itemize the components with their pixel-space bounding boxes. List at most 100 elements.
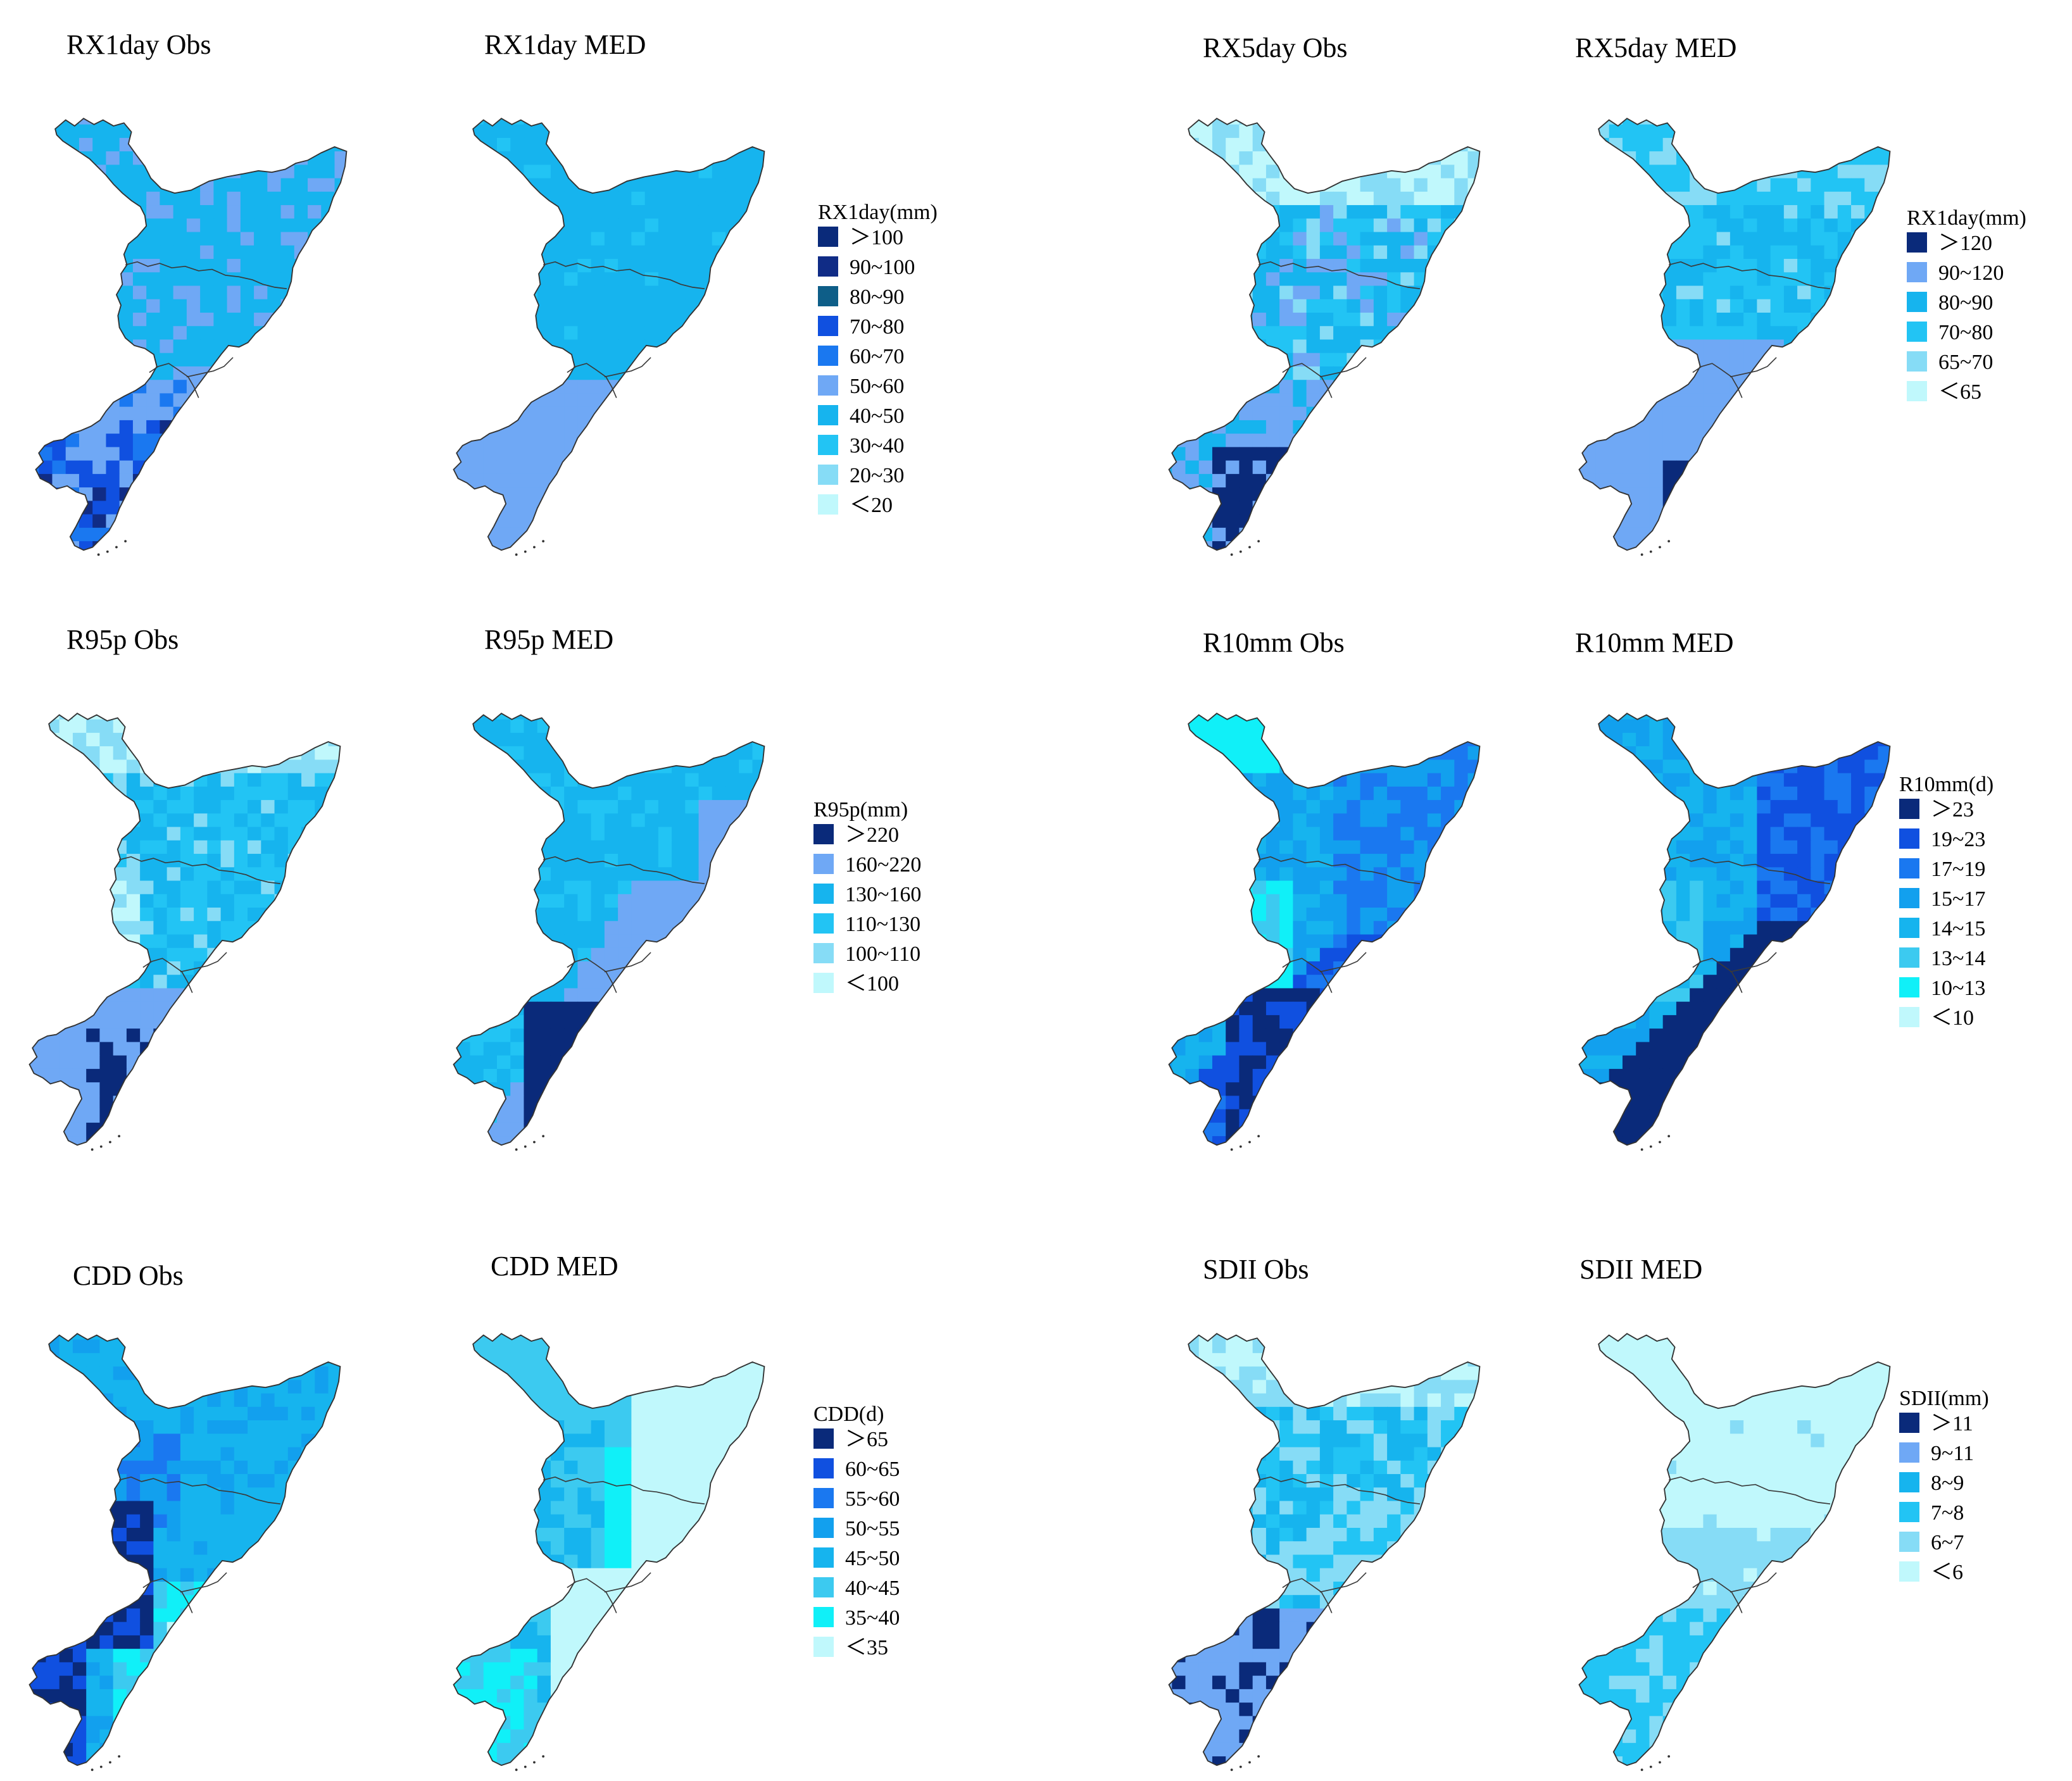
legend-label: 50~60: [850, 375, 904, 398]
legend-swatch: [813, 1458, 834, 1478]
legend-label: 60~70: [850, 345, 904, 368]
map-panel-r95p-obs: R95p Obs: [28, 624, 341, 1151]
legend-swatch: [1907, 292, 1927, 312]
region-map-cdd-obs: [28, 1333, 341, 1772]
coastal-islands: [515, 540, 545, 556]
legend-swatch: [1899, 947, 1919, 968]
map-panel-r10mm-obs: R10mm Obs: [1168, 627, 1481, 1151]
coastal-islands: [1640, 1135, 1671, 1151]
map-panel-r95p-med: R95p MED: [453, 624, 765, 1151]
legends-layer: RX1day(mm) ＞100 90~100 80~90 70~80 60~70 50~60…: [813, 201, 2026, 1659]
legend-swatch: [813, 824, 834, 844]
legend-swatch: [1899, 888, 1919, 908]
region-map-rx5day-obs: [1168, 118, 1481, 556]
region-map-cdd-med: [453, 1333, 765, 1772]
legend-label: ＜6: [1931, 1561, 1963, 1584]
grid-cells: [1579, 713, 1890, 1146]
legend-label: 20~30: [850, 464, 904, 487]
legend-label: ＜100: [845, 972, 899, 996]
map-panel-sdii-obs: SDII Obs: [1168, 1254, 1481, 1772]
coastal-islands: [1230, 1755, 1260, 1772]
legend-label: 9~11: [1931, 1442, 1974, 1465]
legend-swatch: [818, 435, 838, 455]
legend-swatch: [813, 1428, 834, 1449]
grid-cells: [1169, 1334, 1480, 1766]
legend-swatch: [1899, 1442, 1919, 1463]
legend-label: ＜10: [1931, 1006, 1974, 1030]
map-panel-rx5day-obs: RX5day Obs: [1168, 32, 1481, 556]
grid-cells: [1579, 118, 1890, 551]
legend-swatch: [813, 854, 834, 874]
coastal-islands: [91, 1135, 121, 1151]
legend-label: 40~45: [845, 1577, 900, 1600]
grid-cells: [453, 118, 765, 551]
legend-label: 90~120: [1938, 261, 2004, 285]
legend-swatch: [1899, 1007, 1919, 1027]
legend-swatch: [813, 1577, 834, 1597]
legend-swatch: [1907, 322, 1927, 342]
region-map-sdii-obs: [1168, 1333, 1481, 1772]
legend-label: 50~55: [845, 1517, 900, 1540]
grid-cells: [35, 118, 347, 551]
legend-swatch: [1899, 799, 1919, 819]
region-map-rx5day-med: [1578, 118, 1891, 556]
legend-title: SDII(mm): [1899, 1387, 1989, 1410]
legend-title: RX1day(mm): [1907, 206, 2026, 230]
legend-label: ＞100: [850, 226, 903, 249]
legend-swatch: [813, 973, 834, 993]
legend-label: 15~17: [1931, 887, 1985, 911]
legend-swatch: [1899, 1502, 1919, 1522]
grid-cells: [1579, 1334, 1890, 1766]
legend-label: 160~220: [845, 853, 921, 877]
legend-label: 70~80: [850, 315, 904, 339]
legend-label: ＜35: [845, 1636, 888, 1659]
legend-label: ＞23: [1931, 798, 1974, 822]
legend-rx1day: RX1day(mm)＞100 90~100 80~90 70~80 60~70 50~60…: [818, 201, 938, 517]
legend-label: 65~70: [1938, 351, 1993, 374]
legend-label: 14~15: [1931, 917, 1985, 940]
grid-cells: [1169, 118, 1480, 551]
legend-label: 110~130: [845, 913, 920, 936]
legend-swatch: [813, 943, 834, 963]
legend-label: ＞120: [1938, 232, 1992, 255]
legend-swatch: [813, 913, 834, 934]
legend-swatch: [818, 227, 838, 247]
legend-swatch: [818, 405, 838, 425]
coastal-islands: [97, 540, 127, 556]
legend-swatch: [813, 1488, 834, 1508]
panel-title-r95p-med: R95p MED: [484, 624, 613, 655]
legend-label: 70~80: [1938, 321, 1993, 344]
legend-label: 6~7: [1931, 1531, 1964, 1554]
region-map-r95p-obs: [28, 713, 341, 1151]
grid-cells: [453, 713, 765, 1146]
legend-label: 13~14: [1931, 947, 1985, 970]
legend-label: 40~50: [850, 404, 904, 428]
legend-label: 8~9: [1931, 1472, 1964, 1495]
region-map-rx1day-med: [453, 118, 765, 556]
legend-swatch: [818, 494, 838, 515]
legend-swatch: [1899, 1413, 1919, 1433]
legend-swatch: [818, 465, 838, 485]
map-panel-rx1day-med: RX1day MED: [453, 29, 765, 556]
legend-swatch: [1899, 977, 1919, 997]
legend-cdd: CDD(d)＞65 60~65 55~60 50~55 45~50 40~45 35~40 ＜…: [813, 1403, 900, 1659]
legend-r95p: R95p(mm)＞220 160~220 130~160 110~130 100~110…: [813, 798, 921, 996]
region-map-r10mm-obs: [1168, 713, 1481, 1151]
legend-label: 100~110: [845, 942, 920, 966]
legend-title: CDD(d): [813, 1403, 884, 1426]
legend-label: 80~90: [850, 285, 904, 309]
coastal-islands: [515, 1755, 545, 1772]
legend-label: 19~23: [1931, 828, 1985, 851]
grid-cells: [1169, 713, 1480, 1146]
legend-label: 90~100: [850, 256, 915, 279]
region-map-r10mm-med: [1578, 713, 1891, 1151]
legend-label: 55~60: [845, 1487, 900, 1511]
legend-label: 45~50: [845, 1547, 900, 1570]
panel-title-rx1day-obs: RX1day Obs: [66, 29, 211, 60]
panel-title-rx5day-med: RX5day MED: [1575, 32, 1736, 63]
legend-label: ＜65: [1938, 380, 1981, 404]
legend-swatch: [1899, 858, 1919, 878]
legend-swatch: [818, 256, 838, 277]
legend-sdii: SDII(mm)＞11 9~11 8~9 7~8 6~7 ＜6: [1899, 1387, 1989, 1584]
